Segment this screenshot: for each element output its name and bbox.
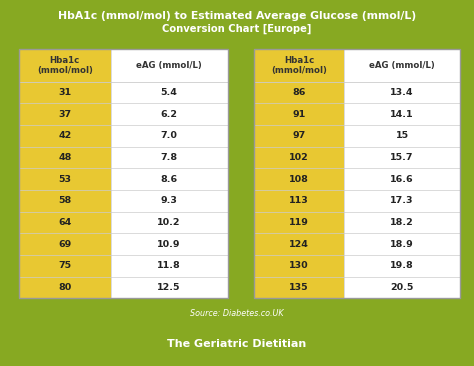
Bar xyxy=(254,255,344,277)
Text: 18.2: 18.2 xyxy=(390,218,414,227)
Text: eAG (mmol/L): eAG (mmol/L) xyxy=(136,61,202,70)
Bar xyxy=(111,255,228,277)
Bar xyxy=(254,147,344,168)
Bar xyxy=(254,212,344,233)
Bar xyxy=(19,277,111,298)
Bar xyxy=(344,277,460,298)
Text: 5.4: 5.4 xyxy=(161,88,178,97)
Text: 7.0: 7.0 xyxy=(161,131,178,140)
Bar xyxy=(19,255,111,277)
Bar xyxy=(344,82,460,103)
Bar xyxy=(254,233,344,255)
Text: HbA1c (mmol/mol) to Estimated Average Glucose (mmol/L): HbA1c (mmol/mol) to Estimated Average Gl… xyxy=(58,11,416,21)
Text: 64: 64 xyxy=(58,218,72,227)
Text: 91: 91 xyxy=(292,110,306,119)
Text: 135: 135 xyxy=(289,283,309,292)
Bar xyxy=(254,125,344,147)
Bar xyxy=(19,49,228,298)
Bar xyxy=(19,103,111,125)
Text: 6.2: 6.2 xyxy=(161,110,178,119)
Bar xyxy=(19,49,111,82)
Bar xyxy=(344,125,460,147)
Bar xyxy=(111,103,228,125)
Text: 14.1: 14.1 xyxy=(390,110,414,119)
Bar xyxy=(344,147,460,168)
Bar xyxy=(19,125,111,147)
Bar xyxy=(19,168,111,190)
Bar xyxy=(111,125,228,147)
Text: 130: 130 xyxy=(289,261,309,270)
Text: 102: 102 xyxy=(289,153,309,162)
Bar xyxy=(19,82,111,103)
Text: 108: 108 xyxy=(289,175,309,184)
Bar xyxy=(254,82,344,103)
Text: 97: 97 xyxy=(292,131,306,140)
Bar xyxy=(111,49,228,82)
Text: 20.5: 20.5 xyxy=(391,283,414,292)
Text: eAG (mmol/L): eAG (mmol/L) xyxy=(369,61,435,70)
Text: 53: 53 xyxy=(58,175,72,184)
Text: 37: 37 xyxy=(58,110,72,119)
Text: 15.7: 15.7 xyxy=(390,153,414,162)
Text: 7.8: 7.8 xyxy=(161,153,178,162)
Text: 9.3: 9.3 xyxy=(161,196,178,205)
Text: 17.3: 17.3 xyxy=(390,196,414,205)
Text: 124: 124 xyxy=(289,240,309,249)
Text: Conversion Chart [Europe]: Conversion Chart [Europe] xyxy=(162,24,312,34)
Text: 48: 48 xyxy=(58,153,72,162)
Bar xyxy=(344,212,460,233)
Bar xyxy=(254,190,344,212)
Bar xyxy=(254,49,344,82)
Bar xyxy=(344,255,460,277)
Text: 10.2: 10.2 xyxy=(157,218,181,227)
Bar xyxy=(344,103,460,125)
Bar xyxy=(254,277,344,298)
Bar xyxy=(111,168,228,190)
Bar xyxy=(19,147,111,168)
Bar xyxy=(19,212,111,233)
Text: Hba1c
(mmol/mol): Hba1c (mmol/mol) xyxy=(37,56,93,75)
Bar xyxy=(111,147,228,168)
Text: 19.8: 19.8 xyxy=(390,261,414,270)
Text: 8.6: 8.6 xyxy=(161,175,178,184)
Bar xyxy=(344,190,460,212)
Text: 80: 80 xyxy=(58,283,72,292)
Bar xyxy=(111,277,228,298)
Bar xyxy=(19,190,111,212)
Text: 13.4: 13.4 xyxy=(390,88,414,97)
Text: 15: 15 xyxy=(395,131,409,140)
Text: 16.6: 16.6 xyxy=(390,175,414,184)
Text: 58: 58 xyxy=(58,196,72,205)
Bar xyxy=(111,190,228,212)
Text: 18.9: 18.9 xyxy=(390,240,414,249)
Bar xyxy=(344,49,460,82)
Text: 12.5: 12.5 xyxy=(157,283,181,292)
Text: 11.8: 11.8 xyxy=(157,261,181,270)
Bar xyxy=(344,168,460,190)
Text: 42: 42 xyxy=(58,131,72,140)
Text: 69: 69 xyxy=(58,240,72,249)
Bar xyxy=(111,233,228,255)
Text: 10.9: 10.9 xyxy=(157,240,181,249)
Text: 119: 119 xyxy=(289,218,309,227)
Bar xyxy=(19,233,111,255)
Text: The Geriatric Dietitian: The Geriatric Dietitian xyxy=(167,339,307,348)
Text: Hba1c
(mmol/mol): Hba1c (mmol/mol) xyxy=(271,56,327,75)
Text: 113: 113 xyxy=(289,196,309,205)
Text: 31: 31 xyxy=(58,88,72,97)
Text: 86: 86 xyxy=(292,88,306,97)
Bar xyxy=(254,168,344,190)
Bar xyxy=(254,49,460,298)
Bar xyxy=(344,233,460,255)
Bar xyxy=(111,212,228,233)
Bar xyxy=(254,103,344,125)
Text: Source: Diabetes.co.UK: Source: Diabetes.co.UK xyxy=(190,309,284,318)
Text: 75: 75 xyxy=(58,261,72,270)
Bar xyxy=(111,82,228,103)
